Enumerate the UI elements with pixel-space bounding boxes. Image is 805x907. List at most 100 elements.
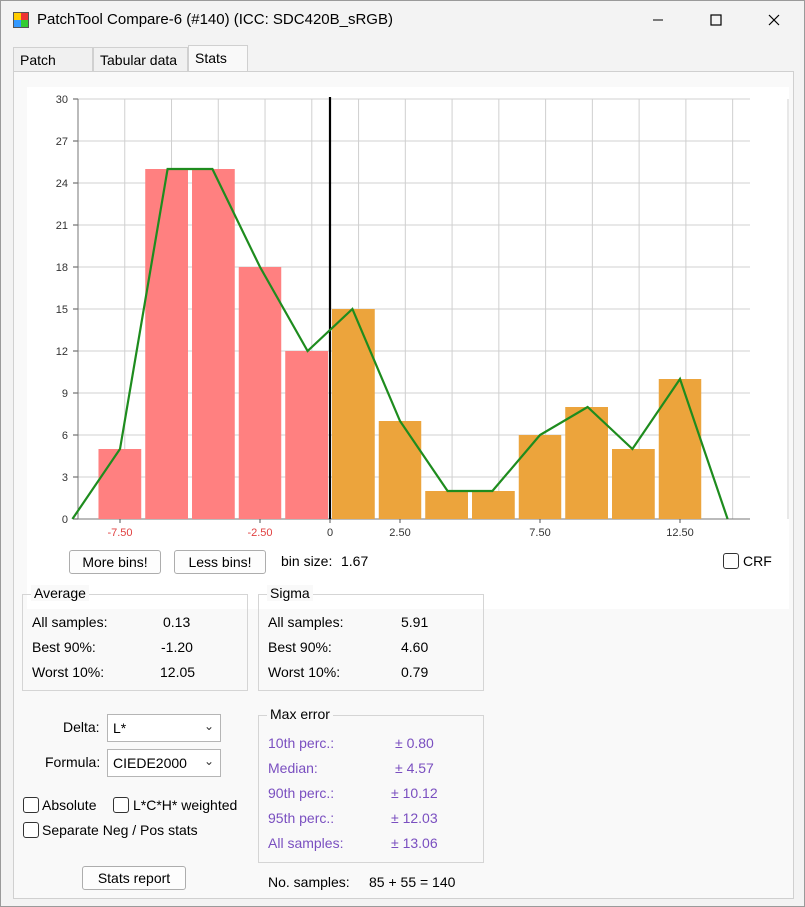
x-tick-label: 0	[327, 527, 333, 539]
maxerr-median-label: Median:	[268, 760, 318, 776]
minimize-button[interactable]	[629, 1, 687, 39]
formula-value: CIEDE2000	[113, 755, 187, 771]
histogram-bar	[378, 421, 422, 519]
title-bar: PatchTool Compare-6 (#140) (ICC: SDC420B…	[1, 1, 804, 39]
maxerr-p90-label: 90th perc.:	[268, 785, 335, 801]
x-tick-label: 2.50	[389, 527, 410, 539]
histogram-bar	[658, 379, 702, 519]
maximize-icon	[710, 14, 722, 26]
maxerr-median-value: ± 4.57	[395, 760, 434, 776]
x-tick-label: -7.50	[107, 527, 132, 539]
x-tick-label: -2.50	[247, 527, 272, 539]
minimize-icon	[653, 19, 663, 21]
maximize-button[interactable]	[687, 1, 745, 39]
tab-label: Stats	[195, 50, 227, 66]
stats-panel: 0 3 6 9 12 15 18 21 24 27 30 -7.50 -2.50 0 2.50 7.50 12.…	[13, 71, 794, 899]
tab-tabular-data[interactable]: Tabular data	[93, 47, 188, 72]
y-tick-label: 30	[56, 94, 68, 106]
delta-value: L*	[113, 720, 127, 736]
maxerr-p10-label: 10th perc.:	[268, 735, 335, 751]
histogram-chart: 0 3 6 9 12 15 18 21 24 27 30 -7.50 -2.50 0 2.50 7.50 12.…	[27, 87, 789, 609]
separate-stats-label: Separate Neg / Pos stats	[42, 822, 198, 838]
avg-best-label: Best 90%:	[32, 639, 96, 655]
avg-all-value: 0.13	[163, 614, 191, 630]
average-group: Average All samples: 0.13 Best 90%: -1.2…	[22, 585, 248, 691]
separate-stats-checkbox[interactable]	[23, 822, 39, 838]
histogram-bar	[612, 449, 655, 519]
histogram-bar	[518, 435, 562, 519]
window-title: PatchTool Compare-6 (#140) (ICC: SDC420B…	[37, 11, 393, 28]
y-tick-label: 12	[56, 346, 68, 358]
avg-worst-label: Worst 10%:	[32, 664, 105, 680]
y-tick-label: 3	[62, 472, 68, 484]
max-error-group: Max error 10th perc.: ± 0.80 Median: ± 4…	[258, 706, 484, 863]
avg-all-label: All samples:	[32, 614, 108, 630]
maxerr-all-label: All samples:	[268, 835, 344, 851]
samples-label: No. samples:	[268, 874, 350, 890]
histogram-bar	[98, 449, 142, 519]
y-tick-label: 27	[56, 136, 68, 148]
formula-label: Formula:	[45, 754, 101, 770]
app-logo-icon	[13, 12, 29, 28]
average-title: Average	[31, 585, 89, 601]
histogram-bar	[285, 351, 328, 519]
delta-select[interactable]: L* ⌄	[107, 714, 221, 742]
histogram-bar	[565, 407, 608, 519]
x-tick-label: 12.50	[666, 527, 694, 539]
maxerr-p95-label: 95th perc.:	[268, 810, 335, 826]
histogram-bar	[472, 491, 515, 519]
bin-size-value: 1.67	[341, 553, 369, 569]
avg-worst-value: 12.05	[160, 664, 196, 680]
x-tick-label: 7.50	[529, 527, 550, 539]
y-tick-label: 0	[62, 514, 68, 526]
chevron-down-icon: ⌄	[203, 754, 214, 768]
more-bins-label: More bins!	[82, 554, 148, 570]
stats-report-button[interactable]: Stats report	[82, 866, 186, 890]
sigma-best-label: Best 90%:	[268, 639, 332, 655]
frequency-line	[71, 167, 729, 520]
stats-report-label: Stats report	[97, 870, 171, 886]
close-button[interactable]	[745, 1, 803, 39]
lch-weighted-checkbox[interactable]	[113, 797, 129, 813]
y-tick-label: 18	[56, 262, 68, 274]
absolute-label: Absolute	[42, 797, 97, 813]
tab-patch-view[interactable]: Patch view	[13, 47, 93, 84]
tab-label: Tabular data	[100, 52, 178, 68]
histogram-bar	[332, 309, 375, 519]
maxerr-p95-value: ± 12.03	[391, 810, 438, 826]
tab-stats[interactable]: Stats	[188, 45, 248, 72]
y-tick-label: 15	[56, 304, 68, 316]
y-tick-label: 6	[62, 430, 68, 442]
absolute-checkbox[interactable]	[23, 797, 39, 813]
histogram-bar	[238, 267, 282, 519]
crf-label: CRF	[743, 553, 772, 569]
maxerr-p10-value: ± 0.80	[395, 735, 434, 751]
sigma-all-value: 5.91	[401, 614, 429, 630]
sigma-best-value: 4.60	[401, 639, 429, 655]
samples-value: 85 + 55 = 140	[369, 874, 456, 890]
y-tick-label: 24	[56, 178, 68, 190]
histogram-bar	[425, 491, 468, 519]
histogram-bar	[192, 169, 235, 519]
crf-checkbox[interactable]	[723, 553, 739, 569]
formula-select[interactable]: CIEDE2000 ⌄	[107, 749, 221, 777]
bin-size-label: bin size:	[281, 553, 333, 569]
sigma-worst-value: 0.79	[401, 664, 429, 680]
less-bins-button[interactable]: Less bins!	[174, 550, 266, 574]
y-tick-label: 9	[62, 388, 68, 400]
sigma-worst-label: Worst 10%:	[268, 664, 341, 680]
histogram-bar	[145, 169, 188, 519]
y-tick-label: 21	[56, 220, 68, 232]
avg-best-value: -1.20	[161, 639, 193, 655]
max-error-title: Max error	[267, 706, 333, 722]
less-bins-label: Less bins!	[188, 554, 252, 570]
lch-weighted-label: L*C*H* weighted	[133, 797, 238, 813]
chevron-down-icon: ⌄	[203, 719, 214, 733]
close-icon	[768, 14, 780, 26]
histogram-svg: 0 3 6 9 12 15 18 21 24 27 30 -7.50 -2.50 0 2.50 7.50 12.…	[56, 94, 789, 539]
sigma-all-label: All samples:	[268, 614, 344, 630]
sigma-title: Sigma	[267, 585, 313, 601]
more-bins-button[interactable]: More bins!	[69, 550, 161, 574]
delta-label: Delta:	[63, 719, 100, 735]
